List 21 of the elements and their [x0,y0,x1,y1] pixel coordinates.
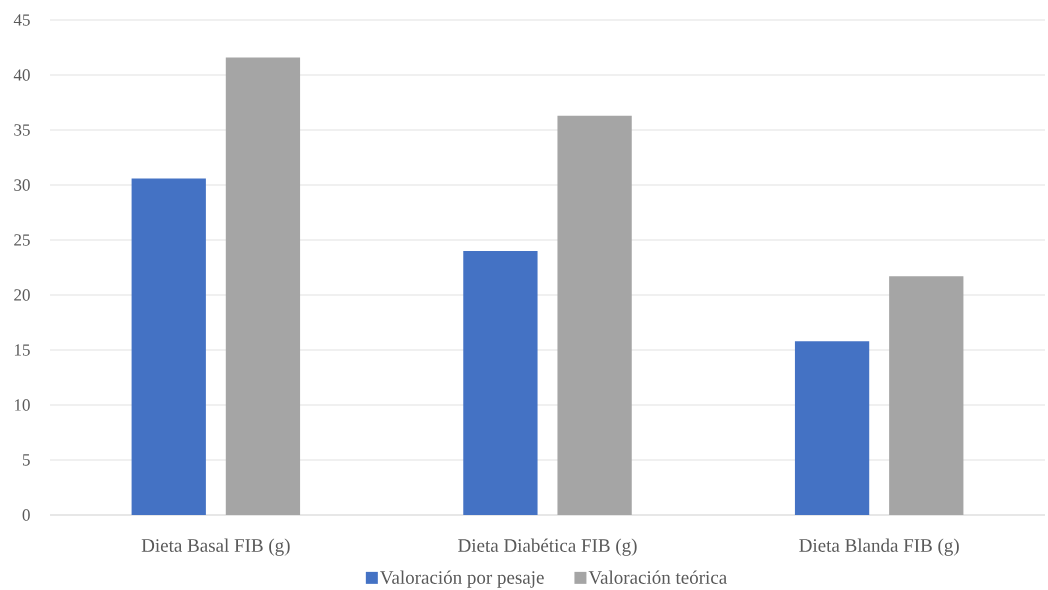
y-tick-label: 30 [14,179,30,191]
y-tick-label: 0 [22,509,30,521]
x-tick-label: Dieta Diabética FIB (g) [458,538,637,556]
bar [794,341,870,515]
bar [889,276,964,515]
y-tick-label: 40 [13,69,30,81]
bar [557,115,632,515]
legend-label: Valoración teórica [588,570,727,584]
y-tick-label: 15 [14,344,30,356]
bar [463,251,538,515]
bar [131,178,206,515]
x-tick-label: Dieta Blanda FIB (g) [799,538,959,556]
bar [225,57,301,515]
y-tick-label: 35 [14,124,30,136]
y-tick-label: 5 [22,454,30,466]
y-tick-label: 10 [14,399,30,411]
x-tick-label: Dieta Basal FIB (g) [141,538,290,556]
y-tick-label: 45 [13,14,30,26]
y-tick-label: 20 [14,289,30,301]
y-tick-label: 25 [14,234,30,246]
legend-label: Valoración por pesaje [380,570,544,588]
